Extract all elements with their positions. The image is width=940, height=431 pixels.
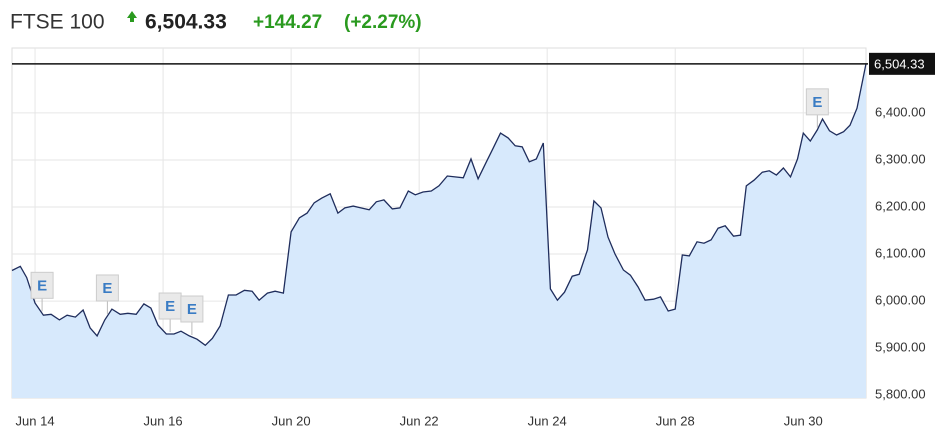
event-label: E [102,280,112,297]
event-flag [30,271,54,299]
event-label: E [165,298,175,315]
x-tick-label: Jun 28 [656,413,695,428]
x-tick-label: Jun 16 [144,413,183,428]
area-fill [12,63,866,399]
event-label: E [37,277,47,294]
y-tick-label: 5,800.00 [875,387,926,402]
change: +144.27 [253,12,322,33]
last-price-box [869,52,935,75]
event-flag [180,295,204,323]
y-tick-label: 6,100.00 [875,245,926,260]
y-tick-label: 6,300.00 [875,151,926,166]
y-tick-label: 6,400.00 [875,104,926,119]
event-flag [95,274,119,302]
x-tick-label: Jun 22 [400,413,439,428]
x-tick-label: Jun 24 [528,413,567,428]
title: FTSE 100 [10,11,105,34]
y-tick-label: 6,200.00 [875,198,926,213]
x-tick-label: Jun 20 [272,413,311,428]
y-tick-label: 5,900.00 [875,340,926,355]
change-percent: (+2.27%) [344,12,422,33]
event-flag [805,88,829,116]
last-price-label: 6,504.33 [874,56,925,71]
up-arrow [127,11,137,22]
price-line [11,63,867,347]
event-label: E [812,94,822,111]
x-tick-label: Jun 30 [784,413,823,428]
y-tick-label: 6,000.00 [875,293,926,308]
x-tick-label: Jun 14 [16,413,55,428]
price: 6,504.33 [145,11,227,34]
event-label: E [187,301,197,318]
